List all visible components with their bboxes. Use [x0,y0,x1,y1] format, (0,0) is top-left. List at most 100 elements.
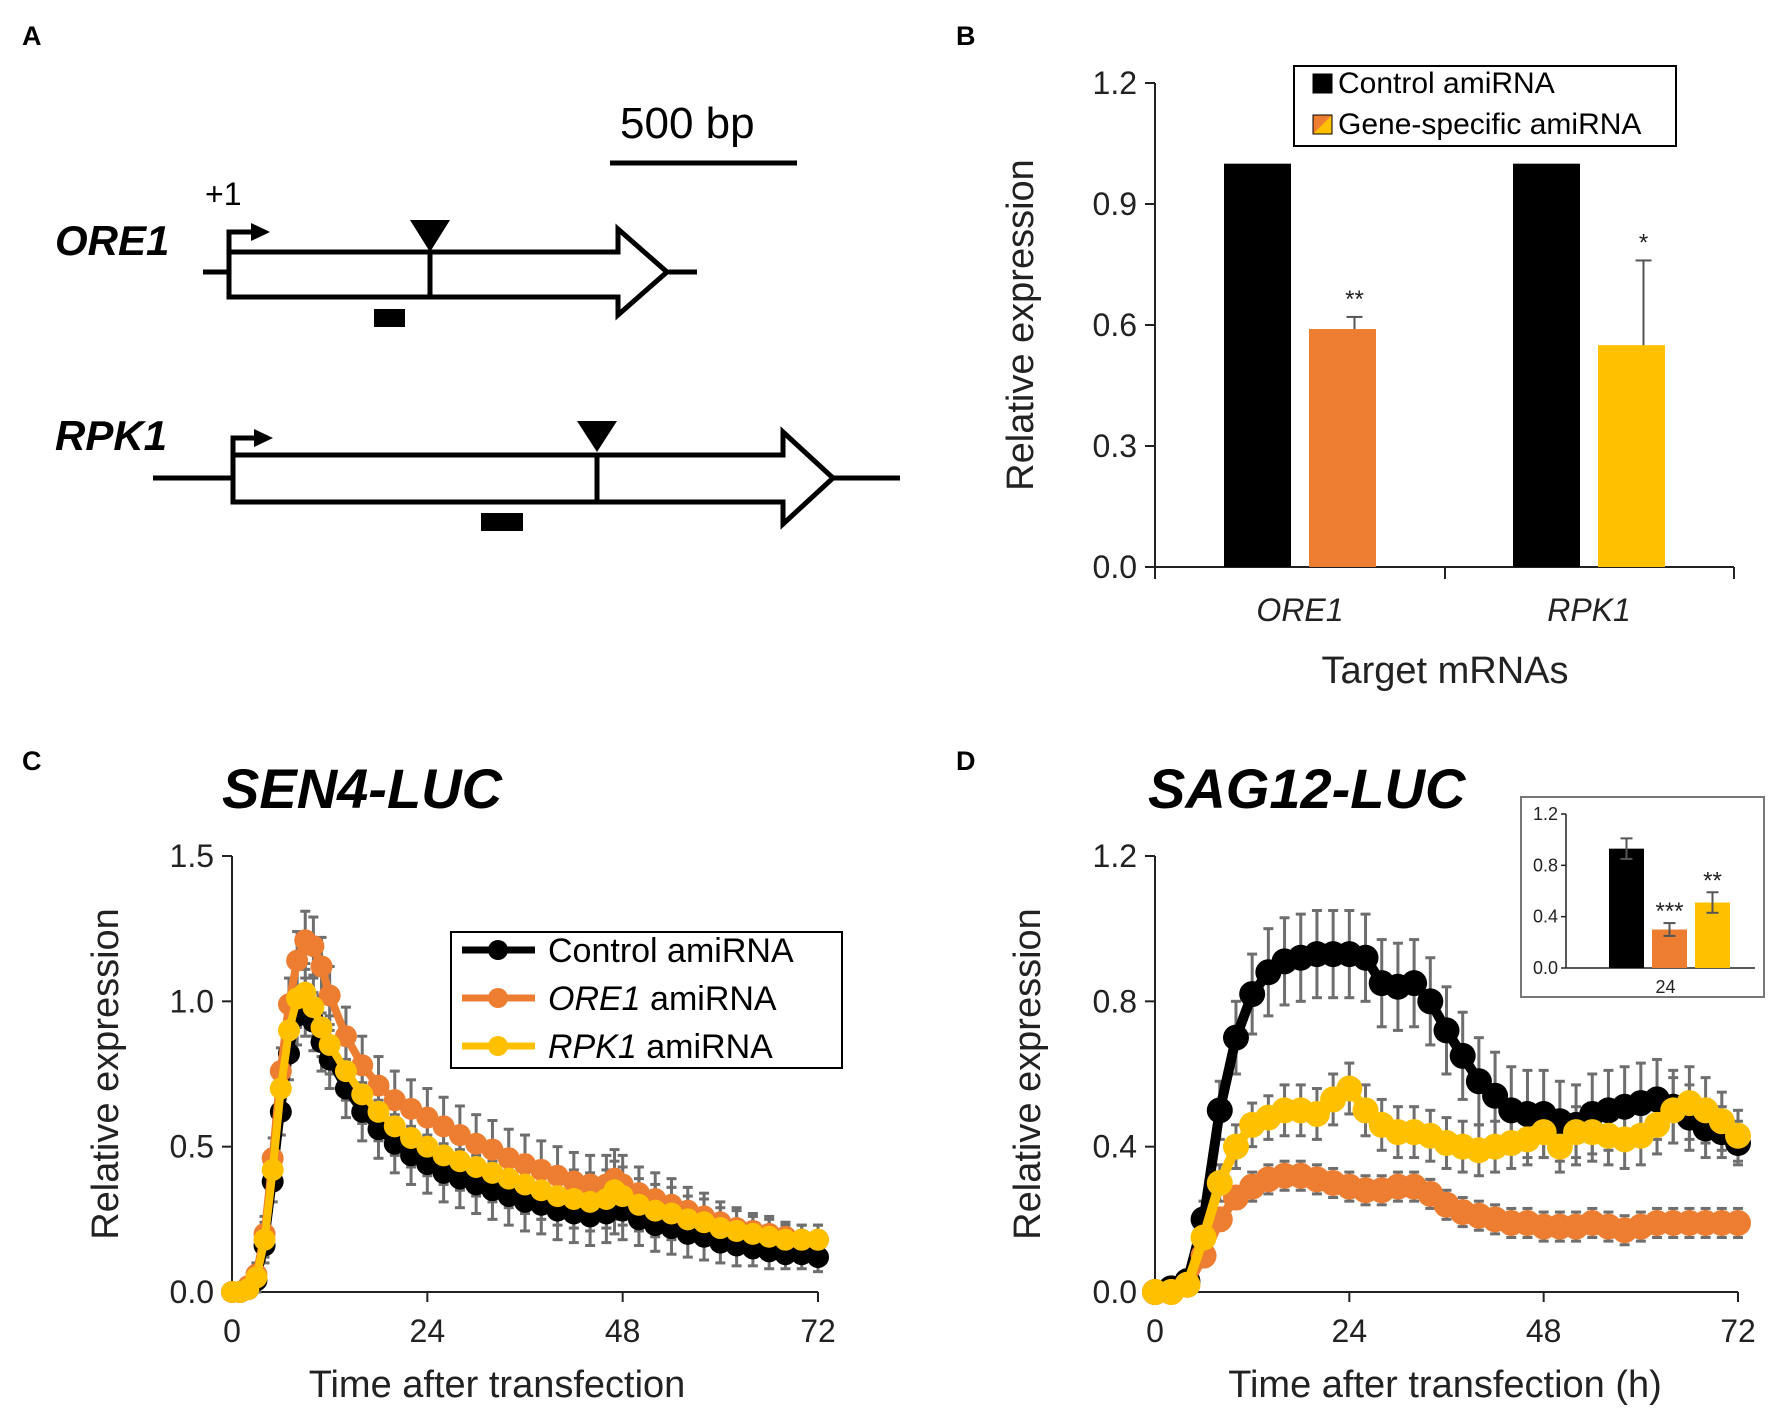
panel-letter-d: D [956,746,976,776]
data-point-ore1-amirna [334,1025,357,1048]
data-point-ore1-amirna [367,1074,390,1097]
x-axis-title: Target mRNAs [1321,650,1568,692]
data-point-rpk1-amirna [741,1222,764,1245]
bar-gene-specific-rpk1 [1598,345,1665,567]
legend-label-gene-specific: Gene-specific amiRNA [1338,108,1641,141]
data-point-ore1-amirna [432,1115,455,1138]
y-tick-label: 0.9 [1093,186,1137,222]
line-chart-sag12-luc: 0.0 0.4 0.8 1.2 0 24 48 72 Time after transfecti… [1007,796,1765,1406]
chart-title-sen4: SEN4-LUC [222,757,504,820]
chart-title-sag12: SAG12-LUC [1148,757,1467,820]
data-point-control-amirna [1352,944,1379,971]
y-tick-label: 0.4 [1093,1129,1137,1165]
data-point-control-amirna [1417,988,1444,1015]
amirna-triangle-ore1 [410,220,450,252]
gene-label-ore1: ORE1 [55,217,169,264]
x-tick-label: 24 [1332,1313,1368,1349]
y-axis-title: Relative expression [1000,159,1042,491]
data-point-rpk1-amirna [383,1115,406,1138]
data-point-rpk1-amirna [351,1083,374,1106]
legend-box [1293,65,1677,147]
data-point-rpk1-amirna [709,1217,732,1240]
panel-letter-c: C [22,746,42,776]
data-point-ore1-amirna [318,984,341,1007]
gene-structure-diagram: 500 bp +1 ORE1 RPK1 [55,99,900,531]
bar-chart-relative-expression: 0.0 0.3 0.6 0.9 1.2 ** ORE1 * RPK1 Target mRNAs Re… [1000,65,1735,692]
data-point-control-amirna [1401,970,1428,997]
data-point-control-amirna [351,1100,374,1123]
data-point-ore1-amirna [1725,1209,1751,1236]
data-point-rpk1-amirna [562,1187,585,1210]
data-point-rpk1-amirna [318,1033,341,1056]
data-point-rpk1-amirna [1174,1271,1201,1298]
x-category-label: ORE1 [1256,592,1343,628]
y-tick-label: 1.2 [1093,65,1137,101]
amirna-triangle-rpk1 [577,421,617,452]
y-tick-label: 1.5 [170,838,214,874]
bar-gene-specific-ore1 [1309,329,1376,567]
data-point-rpk1-amirna [253,1228,276,1251]
data-point-rpk1-amirna [1725,1122,1751,1149]
tss-arrow-rpk1 [230,435,268,478]
sen4-legend: Control amiRNA ORE1 amiRNA RPK1 amiRNA [450,931,843,1069]
inset-significance: ** [1703,867,1722,894]
data-point-rpk1-amirna [1336,1075,1363,1102]
data-point-rpk1-amirna [676,1208,699,1231]
data-point-control-amirna [1239,981,1266,1008]
data-point-ore1-amirna [310,955,333,978]
y-tick-label: 0.0 [1093,549,1137,585]
legend-label-control: Control amiRNA [548,932,794,970]
qpcr-amplicon-ore1 [374,309,405,327]
inset-y-tick-label: 1.2 [1533,804,1558,824]
data-point-rpk1-amirna [611,1185,634,1208]
data-point-control-amirna [1222,1024,1249,1051]
data-point-rpk1-amirna [1222,1133,1249,1160]
bar-control-rpk1 [1513,163,1580,567]
data-point-control-amirna [1206,1097,1233,1124]
data-point-ore1-amirna [302,935,325,958]
significance-marker: * [1639,229,1648,256]
x-tick-label: 72 [1720,1313,1756,1349]
inset-y-tick-label: 0.4 [1533,907,1558,927]
data-point-ore1-amirna [383,1089,406,1112]
y-tick-label: 0.0 [1093,1274,1137,1310]
legend-gene-ore1: ORE1 [548,980,641,1018]
data-point-rpk1-amirna [310,1016,333,1039]
data-point-control-amirna [367,1118,390,1141]
y-tick-label: 0.8 [1093,983,1137,1019]
inset-y-tick-label: 0.0 [1533,958,1558,978]
legend-marker-rpk1 [488,1036,508,1056]
x-tick-label: 0 [1146,1313,1164,1349]
bar-control-ore1 [1224,163,1291,567]
legend-marker-ore1 [488,988,508,1008]
data-point-control-amirna [807,1246,829,1269]
data-point-rpk1-amirna [644,1199,667,1222]
data-point-rpk1-amirna [774,1228,797,1251]
y-axis-title: Relative expression [85,908,127,1240]
y-tick-label: 0.6 [1093,307,1137,343]
x-tick-label: 24 [410,1313,446,1349]
sen4-series [221,929,829,1303]
gene-label-rpk1: RPK1 [55,412,167,459]
data-point-rpk1-amirna [790,1228,813,1251]
data-point-rpk1-amirna [334,1060,357,1083]
x-category-label: RPK1 [1547,592,1631,628]
inset-y-tick-label: 0.8 [1533,855,1558,875]
data-point-ore1-amirna [286,949,309,972]
y-tick-label: 1.2 [1093,838,1137,874]
data-point-rpk1-amirna [807,1228,829,1251]
data-point-control-amirna [400,1144,423,1167]
inset-significance: *** [1655,898,1683,925]
data-point-rpk1-amirna [245,1266,268,1289]
gene-body-ore1 [226,223,671,321]
legend-suffix-ore1: amiRNA [641,980,777,1018]
legend-suffix-rpk1: amiRNA [637,1028,773,1066]
sen4-axis-labels: 0.0 0.5 1.0 1.5 0 24 48 72 Time after transfecti… [85,838,836,1406]
data-point-ore1-amirna [481,1138,504,1161]
y-axis-title: Relative expression [1007,908,1049,1240]
gene-body-rpk1 [230,426,837,530]
legend-marker-control [488,940,508,960]
qpcr-amplicon-rpk1 [481,513,523,531]
bar-chart-labels: 0.0 0.3 0.6 0.9 1.2 ** ORE1 * RPK1 Target mRNAs Re… [1000,65,1648,692]
data-point-rpk1-amirna [758,1225,781,1248]
